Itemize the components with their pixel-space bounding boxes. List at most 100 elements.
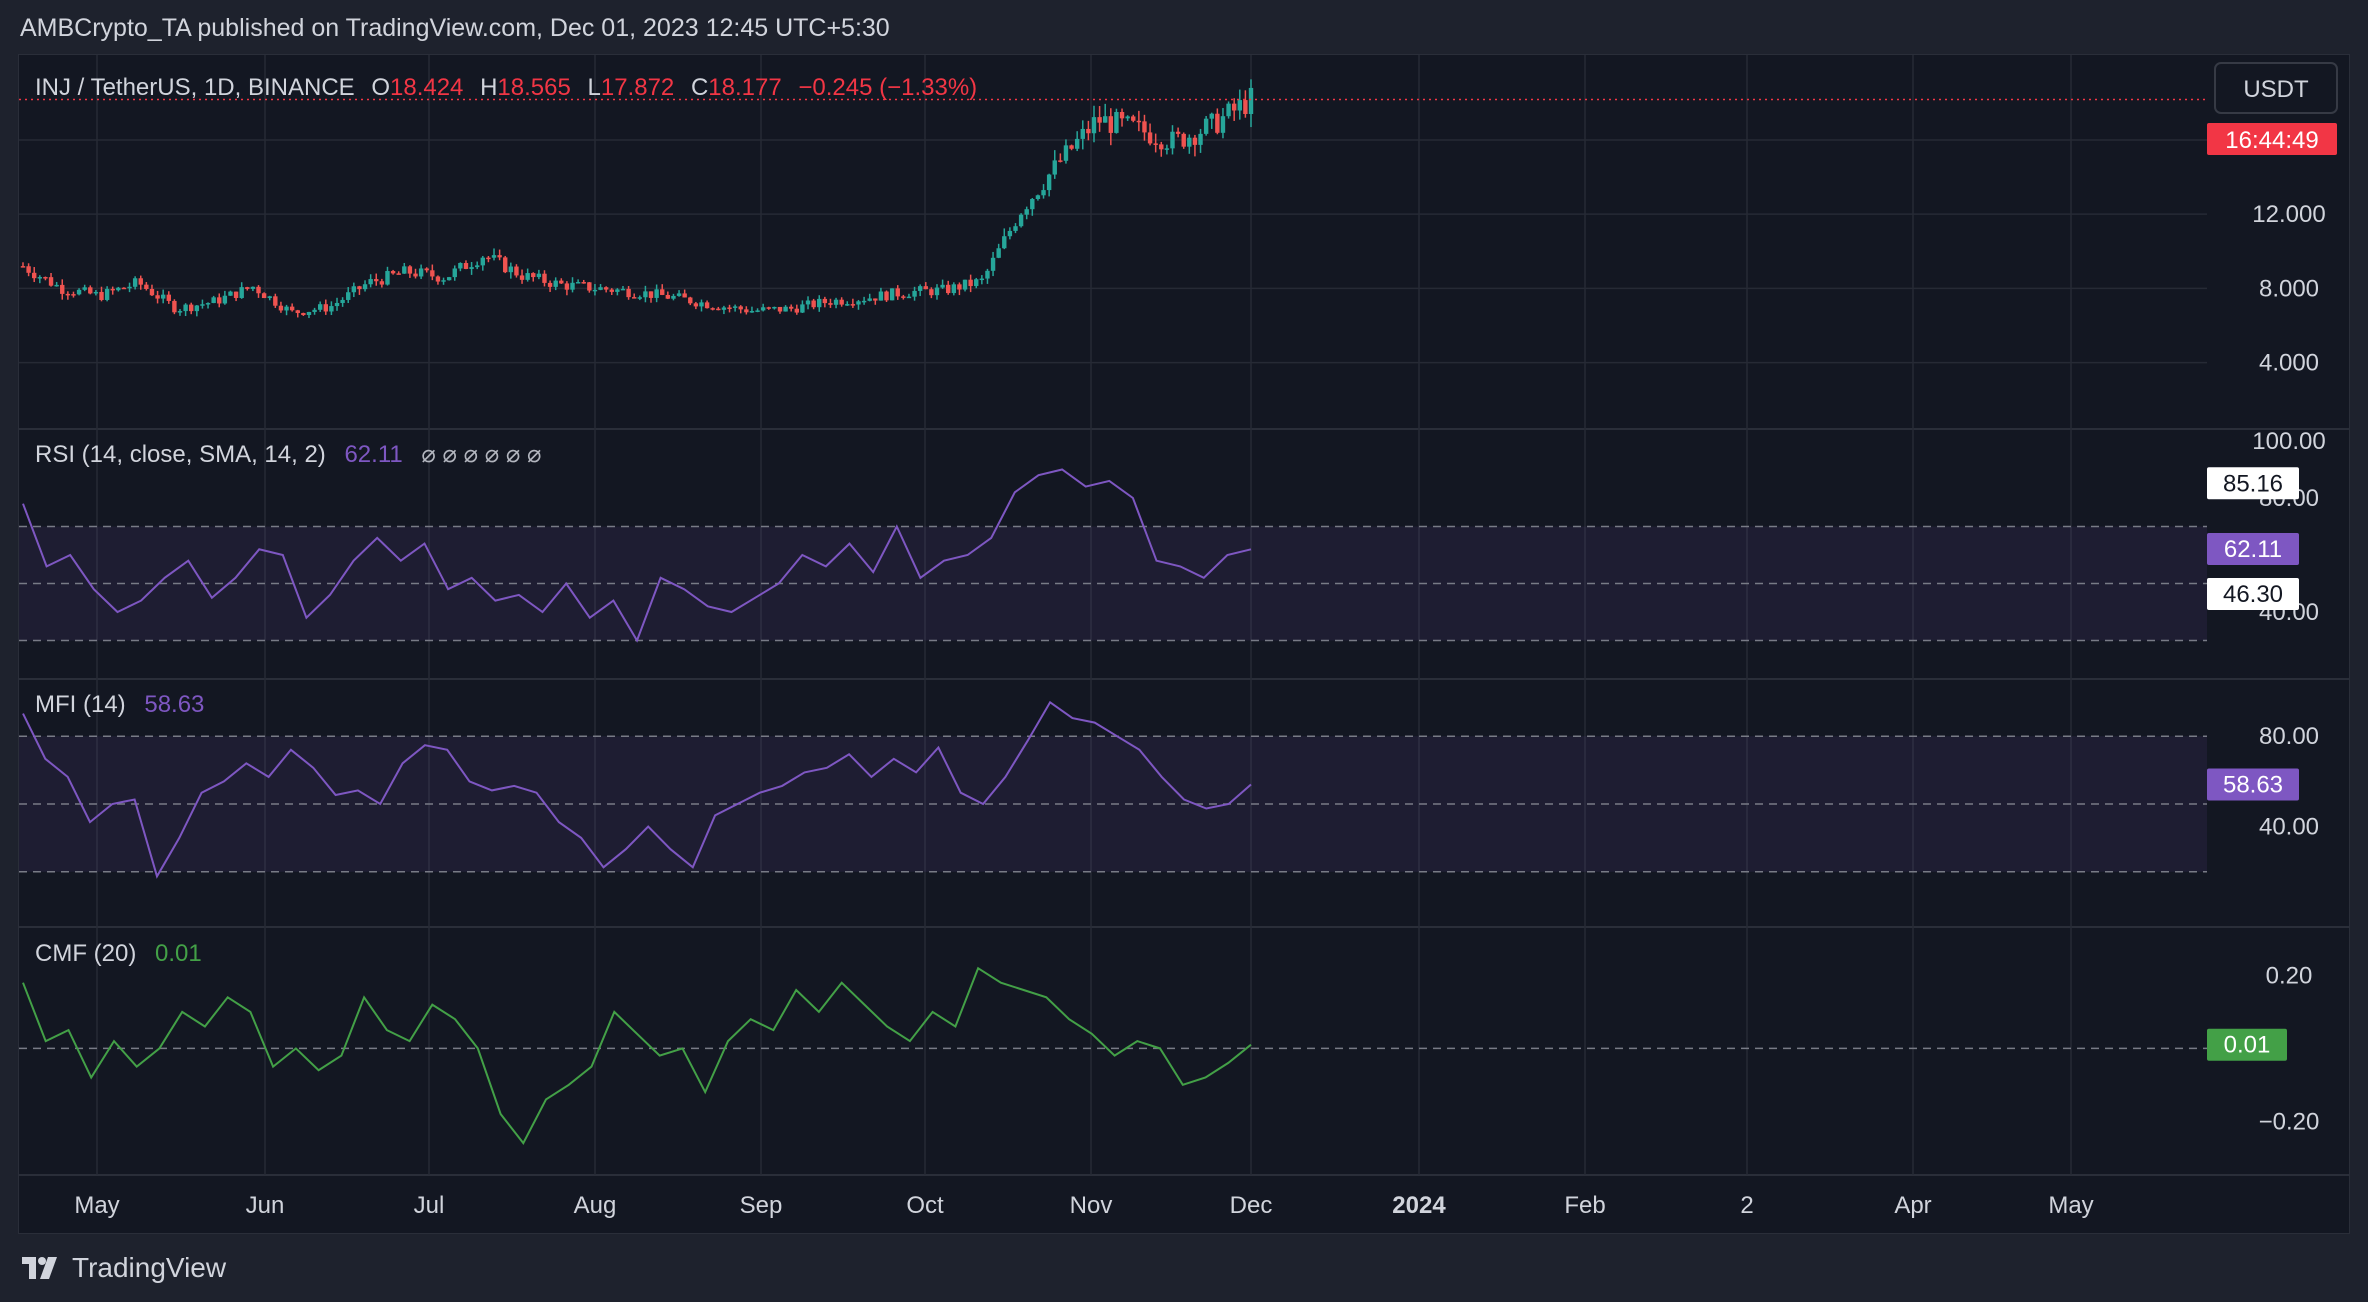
- candle-body: [211, 297, 216, 304]
- candle-body: [884, 291, 889, 301]
- candle-body: [317, 304, 323, 310]
- candle-body: [553, 280, 558, 287]
- candle-body: [817, 298, 822, 308]
- candle-body: [1159, 144, 1164, 150]
- candle-body: [974, 279, 979, 287]
- cmf-tick-label: 0.20: [2266, 962, 2313, 989]
- candle-body: [43, 277, 48, 279]
- candle-body: [688, 297, 693, 304]
- candle-body: [570, 282, 575, 290]
- time-tick-label: May: [74, 1192, 119, 1219]
- candle-body: [1209, 113, 1214, 119]
- candle-body: [845, 304, 850, 306]
- candle-body: [1170, 131, 1175, 149]
- candle-body: [340, 299, 345, 303]
- currency-button[interactable]: USDT: [2214, 62, 2338, 114]
- price-tick-label: 4.000: [2259, 350, 2319, 377]
- time-tick-label: Jun: [246, 1192, 285, 1219]
- candle-body: [1243, 100, 1248, 115]
- candle-body: [480, 257, 485, 266]
- candle-body: [850, 304, 856, 306]
- candle-body: [676, 293, 682, 296]
- candle-body: [682, 293, 687, 298]
- mfi-value-badge-label: 58.63: [2223, 771, 2283, 798]
- candle-body: [99, 291, 104, 300]
- candle-body: [721, 307, 727, 310]
- candle-body: [1018, 214, 1024, 227]
- candle-body: [962, 279, 968, 290]
- candle-body: [250, 286, 256, 289]
- candle-body: [177, 311, 183, 313]
- rsi-value-badge-label: 62.11: [2224, 536, 2282, 563]
- rsi-line: [22, 468, 1252, 643]
- time-tick-label: Apr: [1894, 1192, 1931, 1219]
- candle-body: [575, 282, 581, 284]
- candle-body: [766, 307, 771, 309]
- time-tick-label: 2: [1740, 1192, 1753, 1219]
- candle-body: [71, 294, 76, 296]
- mfi-pane[interactable]: [22, 700, 1252, 879]
- candle-body: [1136, 120, 1142, 123]
- cmf-value-badge: [2207, 1028, 2287, 1061]
- candle-body: [1237, 100, 1242, 111]
- candle-body: [895, 288, 900, 297]
- candle-body: [385, 271, 390, 285]
- candle-body: [643, 291, 648, 298]
- candle-body: [497, 255, 502, 258]
- candle-body: [368, 279, 373, 285]
- candle-body: [26, 266, 31, 273]
- candle-body: [979, 278, 985, 281]
- candle-body: [76, 289, 82, 295]
- time-tick-label: Dec: [1230, 1192, 1273, 1219]
- candle-body: [1220, 116, 1226, 133]
- candle-body: [968, 279, 973, 287]
- candle-body: [166, 294, 171, 301]
- candle-body: [32, 272, 37, 279]
- indicator-bands: [19, 525, 2207, 1050]
- candle-body: [878, 291, 884, 301]
- candle-body: [1103, 116, 1108, 123]
- candle-body: [222, 295, 228, 304]
- candle-body: [110, 288, 115, 291]
- candle-body: [1097, 117, 1102, 123]
- candle-body: [889, 288, 895, 301]
- currency-label[interactable]: USDT: [2243, 76, 2309, 103]
- candle-body: [20, 266, 26, 268]
- candle-body: [912, 290, 917, 297]
- candle-body: [822, 298, 828, 304]
- candle-body: [390, 271, 396, 274]
- candle-body: [155, 295, 160, 299]
- candle-body: [217, 297, 222, 304]
- rsi-extras: ⌀ ⌀ ⌀ ⌀ ⌀ ⌀: [421, 441, 541, 468]
- cmf-pane[interactable]: [22, 966, 1252, 1145]
- candle-body: [1086, 128, 1091, 134]
- cmf-line: [22, 966, 1252, 1145]
- candle-body: [631, 297, 637, 299]
- price-pane[interactable]: [19, 79, 2207, 319]
- candle-body: [671, 295, 676, 299]
- rsi-value-badge: [2207, 467, 2299, 500]
- footer: TradingView: [20, 1250, 226, 1286]
- candle-body: [284, 306, 289, 311]
- candle-body: [525, 273, 530, 280]
- price-tick-label: 8.000: [2259, 275, 2319, 302]
- low-value: 17.872: [601, 74, 674, 101]
- candle-body: [929, 289, 934, 296]
- candle-body: [1069, 145, 1074, 149]
- candle-body: [1131, 116, 1136, 121]
- candle-body: [160, 294, 166, 299]
- candle-body: [839, 299, 844, 305]
- candle-body: [172, 300, 177, 313]
- candle-body: [1024, 209, 1029, 215]
- publish-header: AMBCrypto_TA published on TradingView.co…: [20, 14, 890, 48]
- candle-body: [474, 265, 480, 268]
- candle-body: [760, 307, 766, 311]
- candle-body: [301, 313, 306, 316]
- candle-body: [542, 273, 547, 283]
- rsi-pane[interactable]: [22, 468, 1252, 643]
- chart-canvas[interactable]: May Jun Jul Aug Sep Oct Nov Dec 2024 Feb 2 Apr May 16…: [19, 55, 2349, 1233]
- candle-body: [289, 306, 295, 311]
- close-value: 18.177: [708, 74, 781, 101]
- candle-body: [200, 304, 205, 306]
- candle-body: [873, 298, 878, 301]
